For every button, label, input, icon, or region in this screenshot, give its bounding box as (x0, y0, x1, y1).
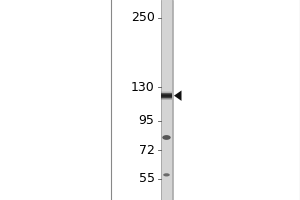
Text: 72: 72 (139, 144, 154, 157)
Bar (161, 96, 172, 97)
Bar (161, 94, 172, 95)
Ellipse shape (163, 173, 170, 176)
Bar (161, 93, 172, 94)
Bar (161, 91, 172, 92)
Bar (161, 98, 172, 99)
Text: 250: 250 (130, 11, 154, 24)
Ellipse shape (162, 135, 171, 140)
Polygon shape (174, 90, 182, 101)
Bar (161, 98, 172, 99)
Bar (161, 99, 172, 100)
Bar (161, 95, 172, 96)
Text: 130: 130 (131, 81, 154, 94)
Bar (161, 96, 172, 97)
Bar (161, 97, 172, 98)
Bar (161, 97, 172, 98)
Bar (111, 0, 300, 200)
Bar (161, 99, 172, 100)
Bar (161, 95, 172, 96)
Bar (161, 94, 172, 95)
Bar (161, 92, 172, 93)
Bar (160, 0, 161, 200)
Bar (161, 93, 172, 94)
Text: 55: 55 (139, 172, 154, 185)
Text: 95: 95 (139, 114, 154, 127)
Bar (160, 0, 172, 200)
